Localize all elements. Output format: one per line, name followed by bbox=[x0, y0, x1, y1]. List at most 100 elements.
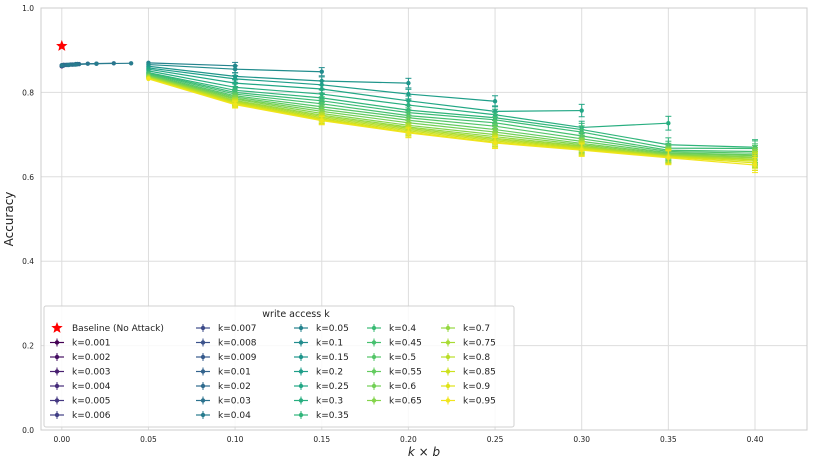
legend-entry: k=0.005 bbox=[50, 396, 111, 407]
data-point bbox=[73, 62, 78, 67]
series-k=0.25 bbox=[146, 66, 585, 118]
legend-label: k=0.006 bbox=[72, 411, 111, 421]
legend-marker bbox=[445, 369, 451, 374]
legend-label: k=0.002 bbox=[72, 353, 111, 363]
legend-marker bbox=[445, 354, 451, 360]
legend-label: k=0.003 bbox=[72, 368, 111, 378]
data-point bbox=[492, 99, 498, 104]
legend-label: k=0.9 bbox=[463, 382, 490, 392]
legend-label: k=0.1 bbox=[316, 339, 343, 349]
x-tick-label: 0.30 bbox=[573, 435, 590, 444]
legend-entry: k=0.25 bbox=[294, 382, 349, 392]
plot-frame bbox=[40, 7, 808, 431]
series-k=0.04 bbox=[59, 61, 134, 68]
legend-label: k=0.03 bbox=[218, 397, 251, 407]
x-tick-label: 0.35 bbox=[660, 435, 677, 444]
legend-label: k=0.009 bbox=[218, 353, 257, 363]
legend-entry: k=0.75 bbox=[441, 338, 496, 349]
legend-marker bbox=[445, 398, 451, 403]
legend-label: k=0.95 bbox=[463, 397, 496, 407]
legend-entry: k=0.03 bbox=[196, 396, 251, 407]
legend-label: k=0.45 bbox=[389, 339, 422, 349]
series-line bbox=[148, 77, 756, 164]
legend-entry: k=0.04 bbox=[196, 411, 251, 421]
legend-marker bbox=[371, 354, 377, 360]
legend-label: k=0.15 bbox=[316, 353, 349, 363]
legend-entry: k=0.008 bbox=[196, 338, 257, 349]
legend-entry: k=0.4 bbox=[367, 324, 416, 334]
legend-entry: Baseline (No Attack) bbox=[51, 322, 164, 334]
series-line bbox=[148, 68, 582, 112]
baseline-marker bbox=[56, 39, 68, 51]
series-line bbox=[148, 62, 236, 67]
legend-label: k=0.02 bbox=[218, 382, 251, 392]
legend-entry: k=0.55 bbox=[367, 367, 422, 378]
legend-entry: k=0.003 bbox=[50, 367, 111, 378]
legend-entry: k=0.6 bbox=[367, 382, 416, 392]
data-point bbox=[66, 62, 71, 68]
baseline-star bbox=[56, 39, 68, 51]
legend-label: k=0.25 bbox=[316, 382, 349, 392]
legend-label: k=0.001 bbox=[72, 339, 111, 349]
legend-marker bbox=[200, 369, 206, 374]
legend-entry: k=0.006 bbox=[50, 411, 111, 421]
legend-marker bbox=[371, 325, 377, 331]
data-point bbox=[319, 69, 324, 74]
legend-marker bbox=[445, 340, 451, 345]
legend-title: write access k bbox=[262, 309, 330, 320]
x-tick-label: 0.05 bbox=[140, 435, 157, 444]
legend-entry: k=0.009 bbox=[196, 353, 257, 363]
legend-label: k=0.75 bbox=[463, 339, 496, 349]
data-point bbox=[666, 121, 671, 126]
legend-entry: k=0.95 bbox=[441, 396, 496, 407]
legend-label: k=0.7 bbox=[463, 324, 490, 334]
series-line bbox=[148, 74, 756, 154]
legend-label: k=0.55 bbox=[389, 368, 422, 378]
legend-label: k=0.8 bbox=[463, 353, 490, 363]
x-tick-label: 0.15 bbox=[313, 435, 330, 444]
data-point bbox=[579, 148, 584, 153]
legend-marker bbox=[54, 383, 60, 389]
legend-marker bbox=[54, 354, 60, 360]
legend-marker bbox=[298, 383, 304, 389]
series-k=0.95 bbox=[146, 76, 759, 174]
y-axis-label: Accuracy bbox=[2, 192, 16, 247]
legend-label: k=0.6 bbox=[389, 382, 416, 392]
legend-entry: k=0.65 bbox=[367, 396, 422, 407]
legend-marker bbox=[200, 325, 206, 331]
series-line bbox=[148, 71, 756, 148]
legend-marker bbox=[200, 383, 206, 389]
legend-label: k=0.35 bbox=[316, 411, 349, 421]
legend-marker bbox=[445, 325, 451, 331]
legend-marker bbox=[298, 340, 304, 345]
legend-marker bbox=[200, 354, 206, 360]
legend-entry: k=0.004 bbox=[50, 382, 111, 392]
data-point bbox=[319, 118, 324, 123]
y-tick-label: 0.0 bbox=[22, 426, 34, 435]
series-line bbox=[148, 73, 756, 153]
legend-entry: k=0.3 bbox=[294, 396, 343, 407]
data-point bbox=[666, 155, 671, 161]
y-tick-label: 0.2 bbox=[22, 342, 34, 351]
x-tick-label: 0.40 bbox=[747, 435, 764, 444]
series-line bbox=[148, 72, 756, 150]
y-tick-label: 0.4 bbox=[22, 257, 34, 266]
legend-marker bbox=[371, 369, 377, 374]
legend-entry: k=0.5 bbox=[367, 353, 416, 363]
x-axis-label: k × b bbox=[408, 445, 441, 459]
x-tick-label: 0.20 bbox=[400, 435, 417, 444]
legend-entry: k=0.001 bbox=[50, 338, 111, 349]
legend-entry: k=0.8 bbox=[441, 353, 490, 363]
y-tick-label: 0.8 bbox=[22, 88, 34, 97]
data-point bbox=[406, 130, 411, 136]
legend-label: k=0.007 bbox=[218, 324, 257, 334]
legend-entry: k=0.35 bbox=[294, 411, 349, 421]
legend-entry: k=0.002 bbox=[50, 353, 111, 363]
legend-marker bbox=[54, 340, 60, 345]
legend-label: Baseline (No Attack) bbox=[72, 324, 164, 334]
legend-entry: k=0.85 bbox=[441, 367, 496, 378]
legend-label: k=0.3 bbox=[316, 397, 343, 407]
legend-label: k=0.04 bbox=[218, 411, 251, 421]
legend-entry: k=0.007 bbox=[196, 324, 257, 334]
